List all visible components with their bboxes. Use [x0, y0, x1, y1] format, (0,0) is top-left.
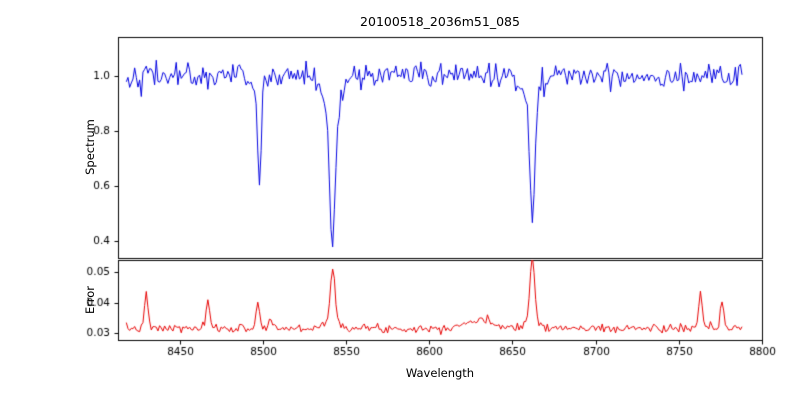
- error-axis-label: Error: [83, 285, 97, 315]
- spectrum-axis-label: Spectrum: [83, 119, 97, 175]
- plot-title: 20100518_2036m51_085: [360, 14, 520, 29]
- wavelength-axis-label: Wavelength: [405, 366, 475, 380]
